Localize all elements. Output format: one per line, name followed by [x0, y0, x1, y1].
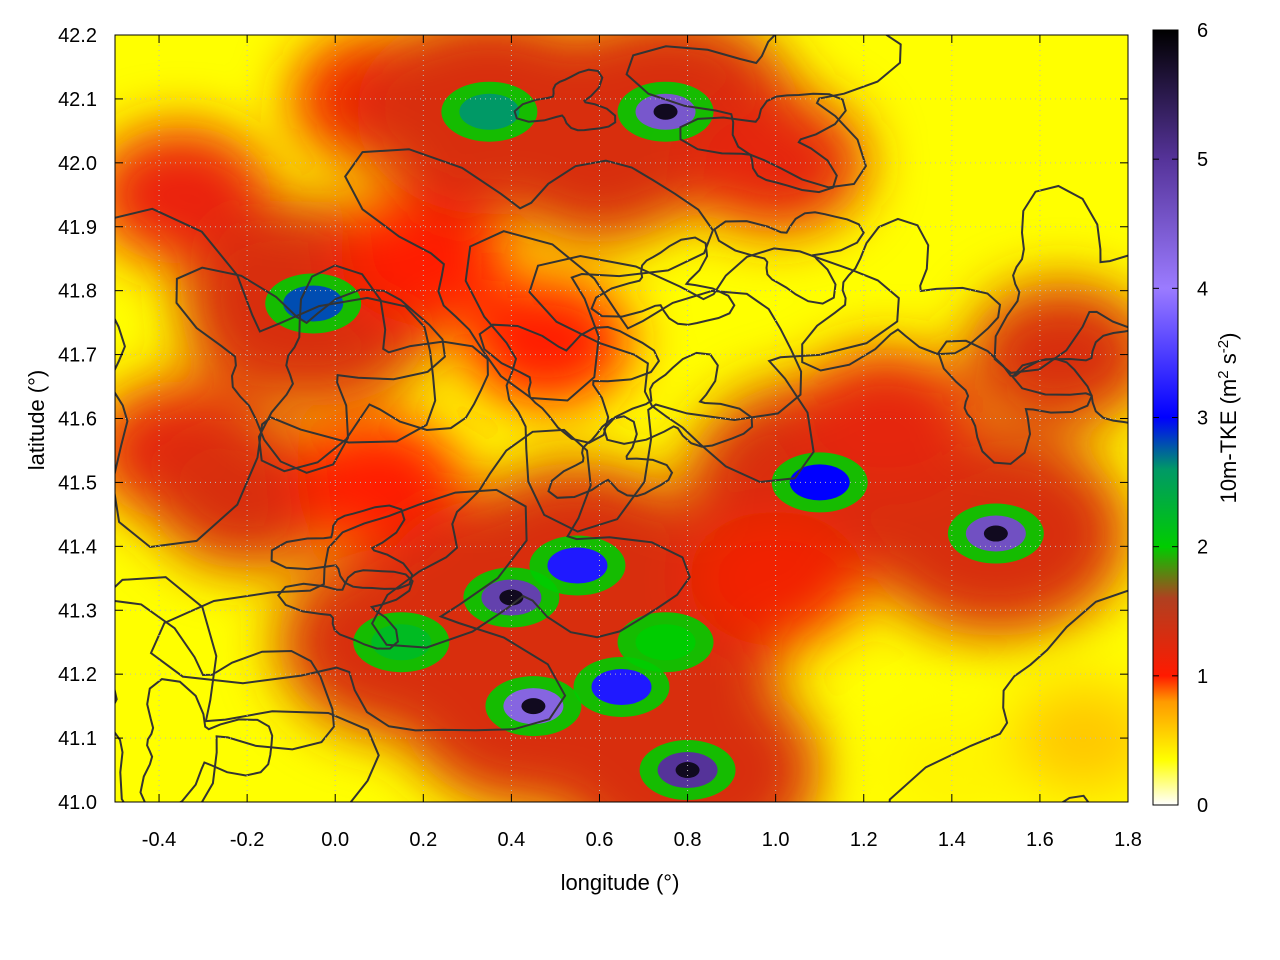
tke-field [115, 35, 1128, 802]
x-tick-label: 0.8 [674, 829, 702, 851]
field-blob [687, 510, 864, 646]
contour-line [528, 247, 900, 484]
field-core-peak [591, 668, 652, 705]
contour-line [993, 184, 1128, 374]
contour-line [277, 569, 414, 650]
contour-line [175, 266, 446, 474]
y-tick-label: 41.2 [58, 664, 97, 686]
y-tick-label: 41.6 [58, 409, 97, 431]
contour-line [257, 264, 489, 473]
contour-line [801, 217, 1002, 372]
y-tick-label: 41.7 [58, 345, 97, 367]
x-tick-label: 1.0 [762, 829, 790, 851]
contour-line [1011, 329, 1128, 424]
contour-line [937, 339, 1093, 465]
terrain-contours [115, 35, 1128, 802]
contour-line [625, 35, 902, 189]
colorbar-tick-label: 0 [1197, 795, 1208, 817]
y-tick-label: 41.4 [58, 536, 97, 558]
contour-line [713, 211, 865, 305]
field-core-max [521, 698, 546, 715]
x-tick-label: 0.6 [586, 829, 614, 851]
x-tick-label: 1.8 [1114, 829, 1142, 851]
x-tick-label: 1.2 [850, 829, 878, 851]
y-tick-label: 41.8 [58, 281, 97, 303]
field-core-max [983, 525, 1008, 542]
x-tick-label: -0.2 [230, 829, 264, 851]
contour-line [270, 504, 414, 590]
x-tick-label: 1.6 [1026, 829, 1054, 851]
colorbar-ticks: 0 1 2 3 4 5 6 [1153, 20, 1208, 817]
colorbar-label: 10m-TKE (m2 s-2) [1215, 333, 1241, 504]
y-tick-label: 41.1 [58, 728, 97, 750]
y-tick-label: 42.1 [58, 89, 97, 111]
colorbar-tick-label: 4 [1197, 278, 1208, 300]
field-core-peak [371, 624, 432, 661]
y-tick-label: 41.5 [58, 472, 97, 494]
colorbar-tick-label: 6 [1197, 20, 1208, 42]
field-core-peak [789, 464, 850, 501]
field-blob [967, 282, 1128, 428]
contour-line [513, 68, 617, 132]
field-blob [294, 417, 464, 548]
contour-line [478, 323, 661, 444]
field-core-peak [547, 547, 608, 584]
contour-line [344, 148, 715, 402]
field-core-peak [283, 285, 344, 322]
contour-line [464, 230, 803, 533]
x-tick-label: 0.0 [321, 829, 349, 851]
y-axis: 41.0 41.1 41.2 41.3 41.4 41.5 41.6 41.7 41.8 41.9… [58, 25, 1128, 814]
contour-line [149, 488, 567, 732]
y-tick-label: 42.0 [58, 153, 97, 175]
contour-line [370, 428, 691, 649]
contour-line [547, 415, 674, 499]
colorbar-tick-label: 3 [1197, 408, 1208, 430]
x-tick-label: -0.4 [142, 829, 176, 851]
y-tick-label: 42.2 [58, 25, 97, 47]
x-axis-label: longitude (°) [561, 870, 680, 895]
y-axis-label: latitude (°) [24, 370, 49, 471]
contour-line [602, 351, 754, 448]
colorbar-tick-label: 2 [1197, 537, 1208, 559]
contour-line [888, 589, 1128, 802]
y-tick-label: 41.3 [58, 600, 97, 622]
x-tick-label: 1.4 [938, 829, 966, 851]
x-tick-label: 0.4 [497, 829, 525, 851]
y-tick-label: 41.9 [58, 217, 97, 239]
colorbar-tick-label: 1 [1197, 666, 1208, 688]
y-tick-label: 41.0 [58, 792, 97, 814]
contour-line [590, 236, 736, 326]
contour-line [115, 207, 437, 549]
contour-line [679, 92, 847, 194]
x-axis: -0.4 -0.2 0.0 0.2 0.4 0.6 0.8 1.0 1.2 1.4 1.6 1.8 [142, 35, 1142, 851]
field-core-max [653, 103, 678, 120]
colorbar-tick-label: 5 [1197, 149, 1208, 171]
contour-line [115, 576, 380, 802]
field-blob [1012, 683, 1128, 794]
x-tick-label: 0.2 [409, 829, 437, 851]
field-core-peak [635, 624, 696, 661]
contour-line [115, 600, 335, 802]
field-core-peak [459, 93, 520, 130]
contour-line [139, 678, 274, 802]
